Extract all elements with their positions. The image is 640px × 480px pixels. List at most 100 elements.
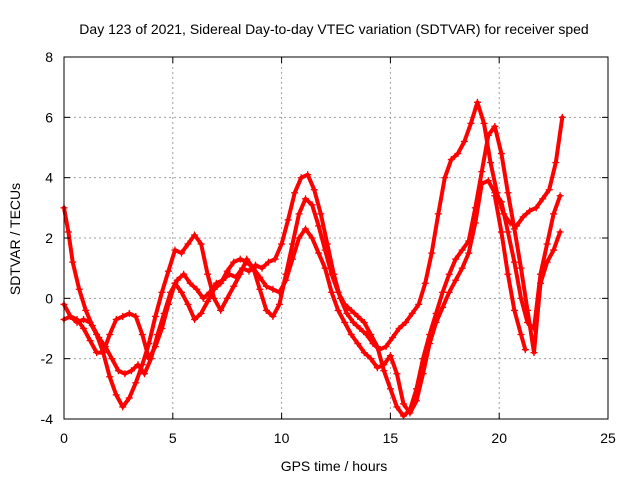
data-point	[386, 352, 394, 360]
data-point	[447, 156, 455, 164]
data-point	[341, 300, 349, 308]
data-point	[164, 300, 172, 308]
data-point	[491, 192, 499, 200]
data-point	[373, 364, 381, 372]
data-point	[373, 343, 381, 351]
data-point	[413, 385, 421, 393]
data-point	[132, 379, 140, 387]
x-tick-label: 25	[600, 430, 616, 446]
data-point	[380, 367, 388, 375]
data-point	[321, 264, 329, 272]
data-point	[249, 264, 257, 272]
data-point	[465, 237, 473, 245]
data-point	[556, 192, 564, 200]
y-tick-labels: -4 -2 0 2 4 6 8	[41, 49, 54, 427]
data-point	[543, 240, 551, 248]
data-point	[236, 270, 244, 278]
data-point	[73, 318, 81, 326]
data-point	[341, 318, 349, 326]
data-point	[138, 361, 146, 369]
data-point	[552, 159, 560, 167]
data-point	[504, 228, 512, 236]
data-point	[295, 210, 303, 218]
data-point	[460, 137, 468, 145]
gridlines	[64, 57, 608, 419]
data-point	[178, 249, 186, 257]
data-point	[458, 246, 466, 254]
data-point	[80, 325, 88, 332]
data-point	[432, 309, 440, 317]
data-point	[367, 355, 375, 363]
x-tick-label: 5	[169, 430, 177, 446]
data-point	[282, 270, 290, 278]
data-point	[125, 394, 133, 402]
data-point	[356, 325, 364, 332]
series-sat-track-d	[491, 192, 529, 354]
data-point	[197, 309, 205, 317]
data-point	[543, 258, 551, 266]
data-point	[204, 270, 212, 278]
data-point	[223, 294, 231, 302]
data-point	[243, 255, 251, 263]
data-point	[510, 306, 518, 314]
data-point	[310, 186, 318, 194]
data-point	[284, 216, 292, 224]
data-point	[328, 288, 336, 296]
data-point	[399, 400, 407, 408]
chart-title: Day 123 of 2021, Sidereal Day-to-day VTE…	[79, 21, 588, 37]
data-point	[291, 189, 299, 197]
data-point	[302, 225, 310, 233]
data-point	[217, 306, 225, 314]
data-point	[386, 385, 394, 393]
axis-ticks	[63, 56, 609, 420]
data-point	[193, 285, 201, 293]
data-point	[288, 240, 296, 248]
data-point	[537, 279, 545, 287]
x-tick-labels: 0 5 10 15 20 25	[60, 430, 616, 446]
data-point	[295, 234, 303, 242]
data-point	[467, 119, 475, 127]
data-point	[439, 288, 447, 296]
data-point	[86, 337, 94, 345]
data-point	[69, 258, 77, 266]
data-point	[497, 198, 505, 206]
data-point	[539, 195, 547, 203]
data-point	[164, 267, 172, 275]
data-point	[473, 98, 481, 106]
data-point	[519, 213, 527, 221]
data-point	[545, 186, 553, 194]
data-point	[491, 122, 499, 130]
data-point	[158, 325, 166, 332]
x-tick-label: 15	[383, 430, 399, 446]
data-point	[517, 294, 525, 302]
data-point	[367, 331, 375, 339]
data-point	[328, 270, 336, 278]
data-point	[452, 276, 460, 284]
data-point	[304, 171, 312, 179]
data-point	[199, 294, 207, 302]
data-point	[275, 300, 283, 308]
data-point	[265, 258, 273, 266]
data-point	[343, 309, 351, 317]
data-point	[454, 150, 462, 158]
data-point	[354, 340, 362, 348]
data-point	[178, 288, 186, 296]
data-point	[556, 228, 564, 236]
data-point	[191, 231, 199, 239]
data-point	[125, 309, 133, 317]
y-tick-label: 6	[45, 109, 53, 125]
series-sat-track-c	[60, 122, 564, 420]
data-point	[452, 255, 460, 263]
data-point	[445, 270, 453, 278]
data-point	[86, 318, 94, 326]
data-point	[99, 349, 107, 357]
y-tick-label: 0	[45, 290, 53, 306]
data-point	[402, 318, 410, 326]
y-tick-label: -2	[41, 351, 54, 367]
data-point	[114, 367, 122, 375]
data-point	[315, 249, 323, 257]
data-point	[119, 403, 127, 411]
data-point	[526, 207, 534, 215]
data-point	[112, 391, 120, 399]
data-point	[112, 315, 120, 323]
